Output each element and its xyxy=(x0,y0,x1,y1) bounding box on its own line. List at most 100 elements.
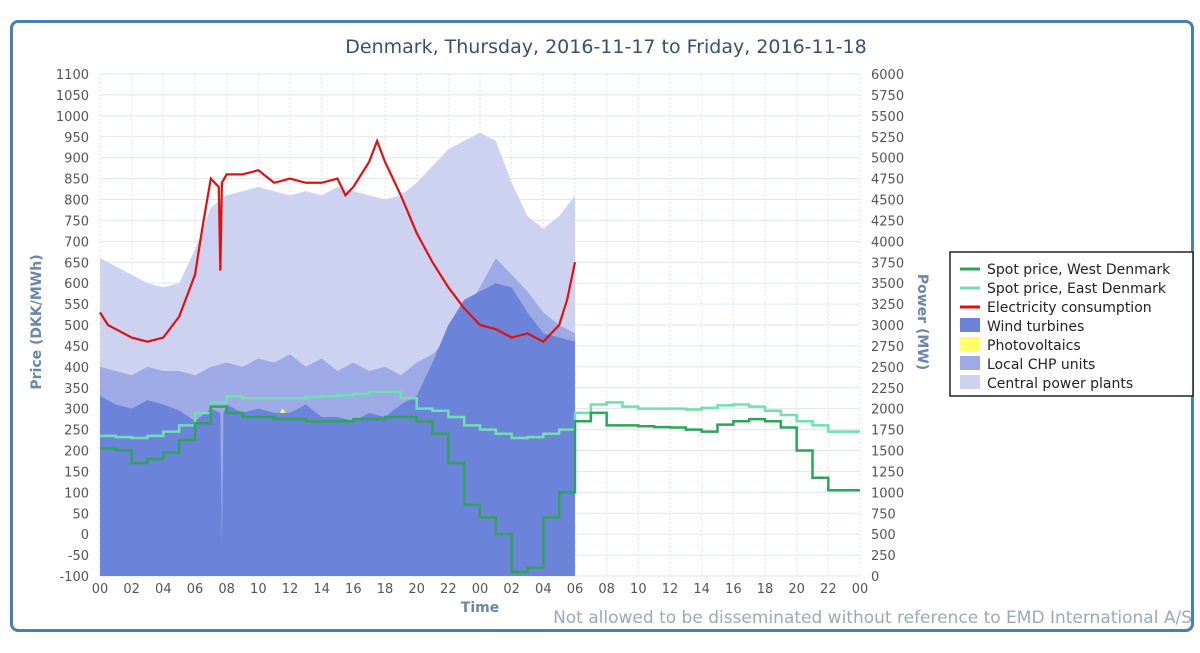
y-tick-label-right: 2500 xyxy=(871,361,904,376)
x-tick-label: 00 xyxy=(852,582,869,597)
y-tick-label-left: 1050 xyxy=(56,89,89,104)
legend-swatch-wind xyxy=(960,318,980,332)
y-tick-label-right: 3000 xyxy=(871,319,904,334)
y-tick-label-left: 500 xyxy=(64,319,89,334)
x-axis-label: Time xyxy=(461,600,499,616)
y-tick-label-right: 2000 xyxy=(871,403,904,418)
legend-swatch-chp xyxy=(960,356,980,370)
y-tick-label-left: 900 xyxy=(64,152,89,167)
x-tick-label: 14 xyxy=(313,582,330,597)
y-tick-label-left: 300 xyxy=(64,403,89,418)
y-tick-label-right: 5500 xyxy=(871,110,904,125)
x-tick-label: 20 xyxy=(408,582,425,597)
y-tick-label-left: 400 xyxy=(64,361,89,376)
x-tick-label: 08 xyxy=(218,582,235,597)
x-tick-label: 02 xyxy=(503,582,520,597)
y-tick-label-right: 1500 xyxy=(871,445,904,460)
y-tick-label-left: 250 xyxy=(64,424,89,439)
legend-item-central: Central power plants xyxy=(987,376,1133,392)
legend-swatch-pv xyxy=(960,337,980,351)
y-tick-label-left: 450 xyxy=(64,340,89,355)
y-tick-label-left: -100 xyxy=(59,570,89,585)
x-tick-label: 02 xyxy=(123,582,140,597)
y-tick-label-left: 0 xyxy=(81,528,89,543)
y-tick-label-left: -50 xyxy=(68,549,89,564)
line-series xyxy=(99,137,860,574)
x-tick-label: 12 xyxy=(662,582,679,597)
y-tick-label-right: 3250 xyxy=(871,298,904,313)
y-tick-label-left: 800 xyxy=(64,194,89,209)
y-tick-label-right: 3500 xyxy=(871,277,904,292)
x-tick-label: 00 xyxy=(92,582,109,597)
y-tick-label-right: 4000 xyxy=(871,235,904,250)
y-tick-label-left: 950 xyxy=(64,131,89,146)
x-tick-label: 22 xyxy=(440,582,457,597)
y-tick-label-right: 2750 xyxy=(871,340,904,355)
x-tick-label: 06 xyxy=(567,582,584,597)
y-tick-label-left: 700 xyxy=(64,235,89,250)
legend-swatch-central xyxy=(960,375,980,389)
y-tick-label-right: 250 xyxy=(871,549,896,564)
y-tick-label-right: 4750 xyxy=(871,173,904,188)
wind-turbines-area xyxy=(100,283,575,576)
x-tick-label: 14 xyxy=(693,582,710,597)
x-tick-label: 00 xyxy=(472,582,489,597)
y-axis-right-label: Power (MW) xyxy=(914,274,930,370)
y-tick-label-left: 850 xyxy=(64,173,89,188)
y-tick-label-left: 550 xyxy=(64,298,89,313)
y-tick-label-left: 150 xyxy=(64,465,89,480)
y-tick-label-right: 3750 xyxy=(871,256,904,271)
y-tick-label-left: 1100 xyxy=(56,68,89,83)
spot-price-west-line xyxy=(100,405,860,574)
spot-price-east-line xyxy=(100,390,860,440)
y-tick-label-right: 2250 xyxy=(871,382,904,397)
x-tick-label: 20 xyxy=(788,582,805,597)
legend-item-wind: Wind turbines xyxy=(987,319,1084,335)
y-tick-label-right: 6000 xyxy=(871,68,904,83)
x-tick-label: 06 xyxy=(187,582,204,597)
y-tick-label-left: 200 xyxy=(64,445,89,460)
y-tick-label-left: 100 xyxy=(64,486,89,501)
legend-item-chp: Local CHP units xyxy=(987,357,1095,373)
y-tick-label-left: 600 xyxy=(64,277,89,292)
y-tick-label-right: 750 xyxy=(871,507,896,522)
legend-item-consumption: Electricity consumption xyxy=(987,300,1152,316)
legend-box xyxy=(949,251,1194,397)
y-tick-label-right: 1750 xyxy=(871,424,904,439)
y-tick-label-right: 4500 xyxy=(871,194,904,209)
x-tick-label: 10 xyxy=(250,582,267,597)
legend: Spot price, West Denmark Spot price, Eas… xyxy=(949,251,1194,397)
y-axis-left-label: Price (DKK/MWh) xyxy=(29,254,45,389)
x-tick-label: 16 xyxy=(345,582,362,597)
axis-ticks: -100-50050100150200250300350400450500550… xyxy=(56,68,904,597)
x-tick-label: 22 xyxy=(820,582,837,597)
y-tick-label-left: 50 xyxy=(72,507,89,522)
y-tick-label-right: 4250 xyxy=(871,214,904,229)
x-tick-label: 04 xyxy=(535,582,552,597)
y-tick-label-right: 5250 xyxy=(871,131,904,146)
y-tick-label-left: 1000 xyxy=(56,110,89,125)
chart-title: Denmark, Thursday, 2016-11-17 to Friday,… xyxy=(345,36,867,58)
y-tick-label-left: 650 xyxy=(64,256,89,271)
x-tick-label: 16 xyxy=(725,582,742,597)
y-tick-label-right: 500 xyxy=(871,528,896,543)
x-tick-label: 12 xyxy=(282,582,299,597)
x-tick-label: 08 xyxy=(598,582,615,597)
electricity-consumption-line xyxy=(99,137,577,344)
x-tick-label: 04 xyxy=(155,582,172,597)
x-tick-label: 10 xyxy=(630,582,647,597)
y-tick-label-right: 0 xyxy=(871,570,879,585)
x-tick-label: 18 xyxy=(377,582,394,597)
legend-item-pv: Photovoltaics xyxy=(987,338,1081,354)
y-tick-label-right: 5750 xyxy=(871,89,904,104)
y-tick-label-right: 5000 xyxy=(871,152,904,167)
y-tick-label-right: 1250 xyxy=(871,465,904,480)
legend-item-west: Spot price, West Denmark xyxy=(987,262,1171,278)
y-tick-label-right: 1000 xyxy=(871,486,904,501)
y-tick-label-left: 750 xyxy=(64,214,89,229)
x-tick-label: 18 xyxy=(757,582,774,597)
watermark: Not allowed to be disseminated without r… xyxy=(553,608,1192,628)
legend-item-east: Spot price, East Denmark xyxy=(987,281,1167,297)
y-tick-label-left: 350 xyxy=(64,382,89,397)
